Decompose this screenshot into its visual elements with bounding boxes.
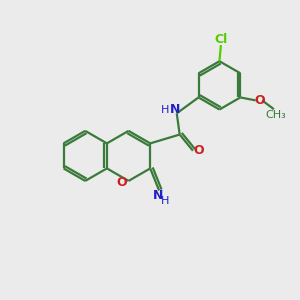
Text: H: H (161, 196, 169, 206)
Text: Cl: Cl (214, 33, 227, 46)
Text: N: N (152, 189, 163, 202)
Text: O: O (194, 144, 204, 157)
Text: O: O (117, 176, 128, 189)
Text: O: O (254, 94, 265, 107)
Text: H: H (161, 105, 170, 115)
Text: N: N (170, 103, 181, 116)
Text: CH₃: CH₃ (265, 110, 286, 119)
